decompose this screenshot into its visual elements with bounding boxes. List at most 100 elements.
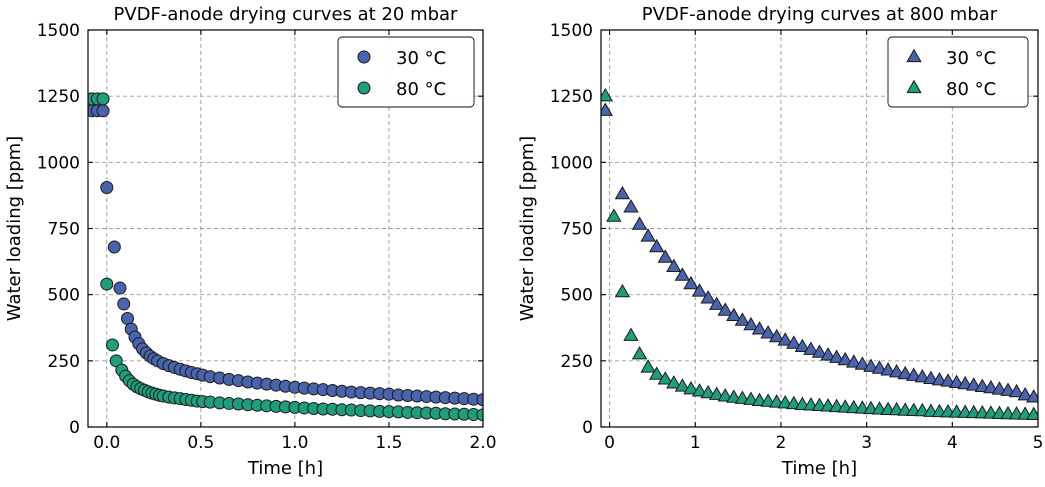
x-tick-label: 5	[1033, 433, 1044, 453]
data-point	[691, 283, 708, 297]
data-point	[623, 327, 639, 341]
data-point	[768, 328, 785, 343]
data-point	[691, 383, 708, 397]
y-tick-label: 1250	[37, 87, 80, 107]
data-point	[837, 351, 853, 366]
legend: 30 °C 80 °C	[887, 36, 1029, 108]
data-point	[760, 325, 776, 339]
legend: 30 °C 80 °C	[337, 36, 475, 108]
data-point	[948, 374, 965, 388]
data-point	[666, 258, 682, 273]
data-point	[726, 307, 742, 322]
data-point	[1000, 382, 1016, 396]
data-point	[631, 346, 648, 360]
data-point	[743, 391, 759, 405]
x-tick-label: 0.0	[93, 433, 120, 453]
data-point	[683, 380, 699, 395]
y-tick-label: 500	[48, 286, 80, 306]
y-tick-label: 750	[48, 220, 80, 240]
data-point	[657, 371, 673, 385]
data-point	[734, 312, 751, 326]
data-point	[734, 390, 751, 404]
data-point	[966, 377, 982, 391]
data-point	[640, 228, 656, 242]
data-point	[803, 341, 819, 355]
y-tick-label: 1250	[550, 87, 593, 107]
data-point	[880, 362, 896, 376]
data-point	[751, 321, 768, 335]
legend-label: 30 °C	[946, 48, 996, 69]
legend-marker	[906, 48, 922, 63]
plot-frame	[87, 29, 484, 428]
data-point	[777, 332, 793, 346]
chart-title: PVDF-anode drying curves at 800 mbar	[642, 4, 998, 25]
data-point	[871, 360, 888, 374]
data-point	[914, 369, 931, 383]
x-tick-label: 3	[861, 433, 872, 453]
y-tick-label: 0	[69, 418, 80, 438]
data-point	[1008, 383, 1025, 398]
data-point	[113, 281, 127, 295]
legend-marker	[906, 79, 922, 94]
y-axis-label: Water loading [ppm]	[517, 136, 538, 321]
data-point	[1026, 406, 1038, 421]
data-point	[105, 338, 119, 352]
legend-label: 80 °C	[396, 79, 446, 100]
data-point	[700, 384, 716, 399]
data-point	[708, 296, 725, 310]
data-point	[708, 386, 725, 400]
x-tick-label: 2	[776, 433, 787, 453]
y-axis-label: Water loading [ppm]	[4, 136, 25, 321]
data-point	[854, 356, 871, 370]
plot-area	[88, 92, 483, 422]
data-point	[109, 354, 123, 368]
y-tick-label: 1000	[37, 153, 80, 173]
legend-marker	[357, 81, 371, 95]
data-point	[717, 388, 733, 402]
data-point	[983, 379, 999, 394]
data-point	[117, 297, 131, 311]
data-point	[923, 370, 939, 385]
data-point	[931, 371, 948, 386]
data-point	[606, 208, 622, 222]
data-point	[974, 378, 991, 392]
x-tick-label: 1	[690, 433, 701, 453]
legend-box	[887, 36, 1029, 108]
data-point	[726, 389, 742, 403]
data-point	[96, 92, 110, 106]
data-point	[820, 347, 836, 361]
data-point	[906, 367, 922, 381]
data-point	[107, 240, 121, 254]
data-point	[683, 275, 699, 290]
data-point	[743, 316, 759, 331]
data-point	[863, 358, 879, 372]
legend-label: 30 °C	[396, 48, 446, 69]
data-point	[700, 290, 716, 304]
y-tick-label: 1500	[37, 21, 80, 41]
data-point	[640, 359, 656, 373]
data-point	[601, 87, 613, 102]
legend-box	[337, 36, 475, 108]
chart-title: PVDF-anode drying curves at 20 mbar	[114, 4, 459, 25]
legend-label: 80 °C	[946, 79, 996, 100]
data-point	[100, 277, 114, 291]
data-point	[614, 185, 631, 200]
y-tick-label: 1500	[550, 21, 593, 41]
data-point	[476, 408, 483, 422]
y-tick-label: 750	[561, 220, 593, 240]
data-point	[1017, 387, 1033, 401]
data-point	[657, 249, 673, 263]
data-point	[811, 344, 828, 358]
data-point	[897, 365, 913, 380]
plot-frame	[600, 29, 1039, 428]
data-point	[623, 199, 639, 213]
x-tick-label: 4	[947, 433, 958, 453]
data-point	[717, 302, 733, 316]
data-point	[940, 373, 956, 387]
x-tick-label: 0.5	[187, 433, 214, 453]
y-tick-label: 0	[582, 418, 593, 438]
data-point	[846, 354, 862, 368]
chart-panel-1: 0.0 0.5 1.0 1.5 2.0 0 250 500 750 1000 1250 1500 PVD…	[4, 4, 497, 479]
legend-marker	[357, 50, 371, 64]
